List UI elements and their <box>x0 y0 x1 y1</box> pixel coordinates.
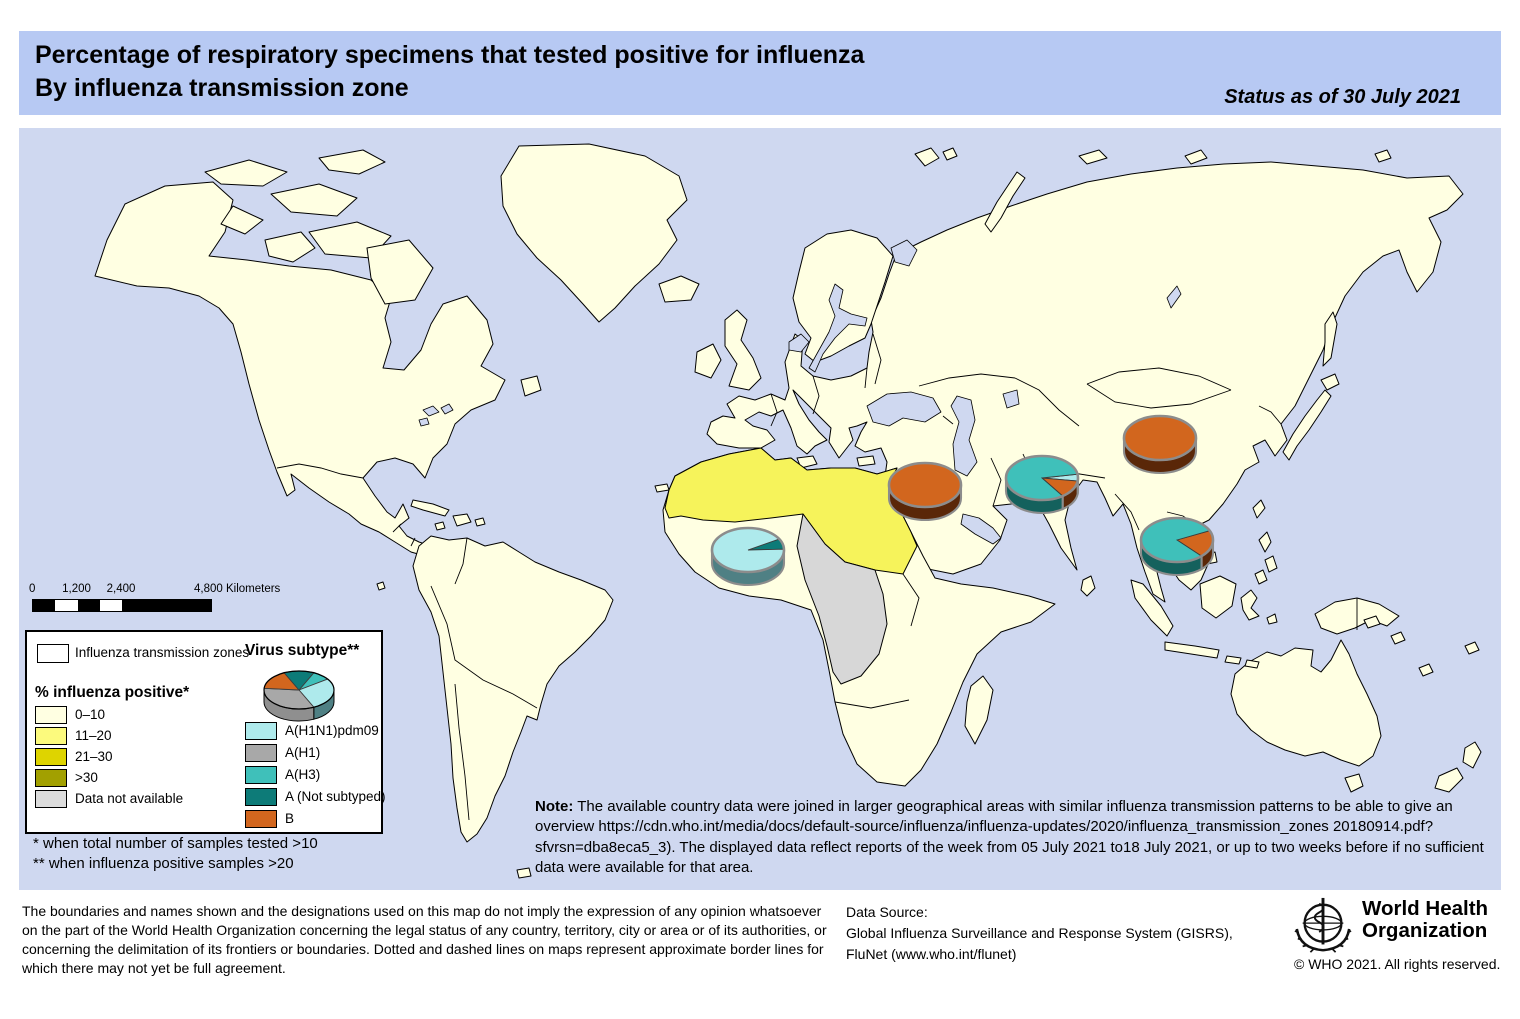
title-banner: Percentage of respiratory specimens that… <box>19 31 1501 115</box>
positive-class-swatch <box>35 748 67 766</box>
scale-tick-1200: 1,200 <box>62 583 91 595</box>
world-map: 0 1,200 2,400 4,800 Kilometers Influenza… <box>19 128 1501 890</box>
data-source-line1: Global Influenza Surveillance and Respon… <box>846 925 1233 941</box>
world-map-svg <box>94 143 1482 879</box>
boundaries-disclaimer: The boundaries and names shown and the d… <box>22 903 827 977</box>
virus-subtype-label: A(H3) <box>285 767 321 782</box>
zones-label: Influenza transmission zones <box>75 645 250 660</box>
sample-pie-chart <box>263 670 335 722</box>
note-label: Note: <box>535 798 574 815</box>
scale-bar-segments <box>32 599 212 612</box>
positive-class-label: >30 <box>75 770 98 785</box>
pie-southern-asia <box>1004 454 1080 514</box>
positive-class-swatch <box>35 727 67 745</box>
virus-subtype-label: A (Not subtyped) <box>285 789 386 804</box>
status-date: Status as of 30 July 2021 <box>1224 86 1461 108</box>
positive-header: % influenza positive* <box>35 684 190 701</box>
positive-class-swatch <box>35 769 67 787</box>
note-text: The available country data were joined i… <box>535 798 1484 877</box>
map-legend: Influenza transmission zones Virus subty… <box>25 630 386 834</box>
who-logo-icon <box>1294 897 1352 953</box>
legend-footnotes: * when total number of samples tested >1… <box>33 834 318 874</box>
page-title-line1: Percentage of respiratory specimens that… <box>35 41 865 69</box>
positive-class-label: 21–30 <box>75 749 113 764</box>
virus-subtype-swatch <box>245 722 277 740</box>
subtype-header: Virus subtype** <box>245 642 360 659</box>
positive-class-label: 11–20 <box>75 728 112 743</box>
scale-end-label: 4,800 Kilometers <box>194 583 281 595</box>
inland-waters <box>418 239 1182 545</box>
pie-western-asia <box>887 461 963 521</box>
data-source-label: Data Source: <box>846 904 928 920</box>
virus-subtype-swatch <box>245 788 277 806</box>
page-title: Percentage of respiratory specimens that… <box>35 39 864 104</box>
virus-subtype-label: A(H1) <box>285 745 321 760</box>
page-title-line2: By influenza transmission zone <box>35 73 409 102</box>
map-note: Note: The available country data were jo… <box>535 797 1501 879</box>
map-scale-bar: 0 1,200 2,400 4,800 Kilometers <box>29 583 280 617</box>
virus-subtype-label: B <box>285 811 295 826</box>
zone-middle-africa-no-data <box>796 513 888 685</box>
positive-class-swatch <box>35 706 67 724</box>
virus-subtype-swatch <box>245 810 277 828</box>
footnote-samples-tested: * when total number of samples tested >1… <box>33 835 318 852</box>
zone-north-africa-11-20 <box>664 447 918 575</box>
scale-tick-2400: 2,400 <box>106 583 136 595</box>
scale-tick-0: 0 <box>29 583 36 595</box>
who-name: World Health Organization <box>1362 897 1489 942</box>
transmission-zones <box>664 447 918 685</box>
data-source-line2: FluNet (www.who.int/flunet) <box>846 946 1017 962</box>
virus-subtype-swatch <box>245 766 277 784</box>
pie-western-africa <box>710 526 786 586</box>
virus-subtype-swatch <box>245 744 277 762</box>
footnote-positive-samples: ** when influenza positive samples >20 <box>33 855 294 872</box>
page-footer: The boundaries and names shown and the d… <box>0 890 1520 1019</box>
copyright: © WHO 2021. All rights reserved. <box>1294 956 1501 972</box>
zones-swatch <box>37 644 69 663</box>
data-source: Data Source: Global Influenza Surveillan… <box>846 902 1233 965</box>
positive-class-swatch <box>35 790 67 808</box>
pie-eastern-asia <box>1122 414 1198 474</box>
region-pie-charts <box>710 414 1215 586</box>
pie-south-east-asia <box>1139 516 1215 576</box>
positive-class-label: 0–10 <box>75 707 106 722</box>
positive-class-label: Data not available <box>75 791 184 806</box>
virus-subtype-label: A(H1N1)pdm09 <box>285 723 379 738</box>
